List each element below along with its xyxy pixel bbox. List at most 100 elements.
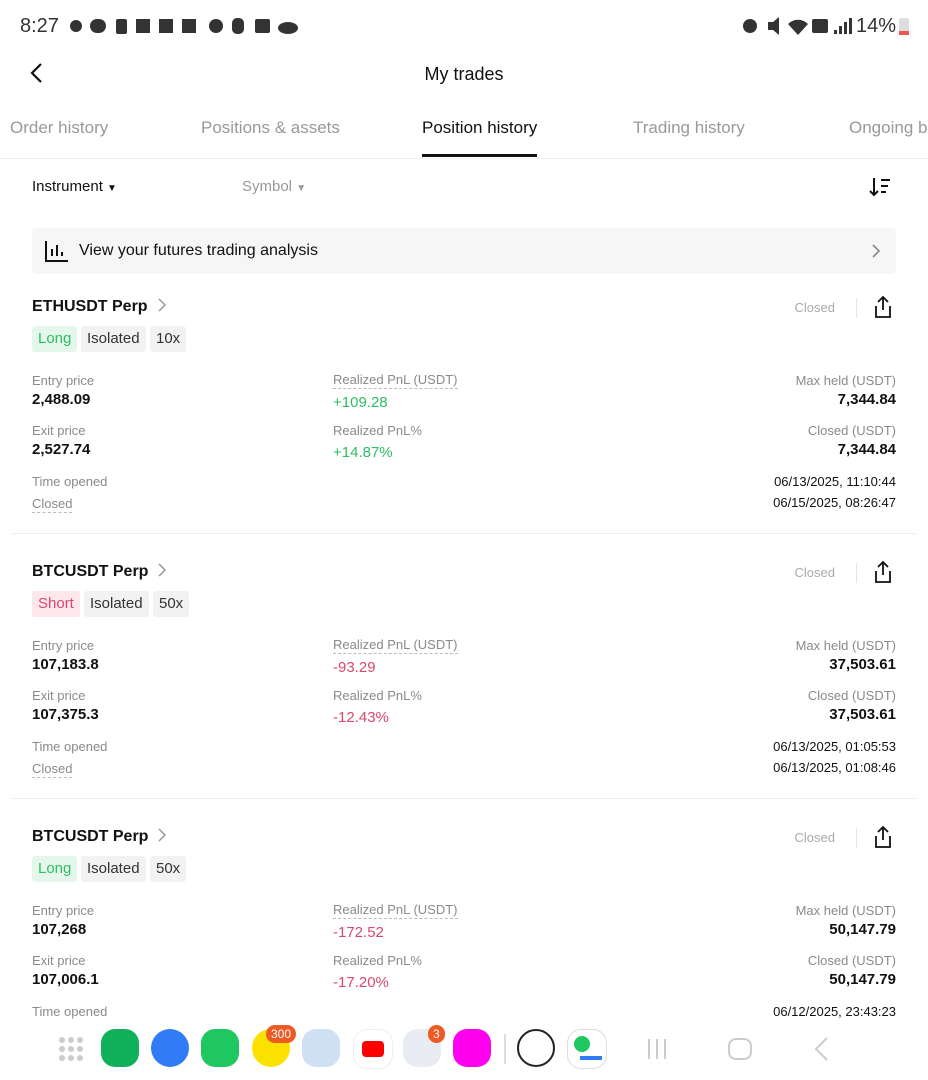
app-folder[interactable]	[302, 1029, 340, 1067]
chevron	[872, 244, 881, 258]
instrument-filter-label: Instrument	[32, 178, 103, 195]
time-opened: 06/13/2025, 11:10:44	[774, 474, 896, 489]
time-closed-label: Closed	[32, 761, 73, 778]
recents-button[interactable]	[645, 1037, 669, 1061]
page-title: My trades	[424, 64, 504, 84]
tab-bar: Order history Positions & assets Position …	[0, 112, 928, 159]
app-icon[interactable]	[353, 1029, 393, 1069]
exit-price: 107,006.1	[32, 971, 99, 988]
notification-badge: 300	[266, 1025, 297, 1043]
home-button[interactable]	[727, 1037, 753, 1061]
time-closed: 06/15/2025, 08:26:47	[773, 495, 896, 510]
max-held: 37,503.61	[829, 656, 896, 673]
entry-price-label: Entry price	[32, 373, 95, 388]
time-opened: 06/12/2025, 23:43:23	[773, 1004, 896, 1019]
time-closed: 06/13/2025, 01:08:46	[773, 760, 896, 775]
symbol-filter-label: Symbol	[242, 178, 293, 195]
tag-side: Long	[32, 856, 78, 882]
chart-icon	[45, 241, 68, 262]
entry-price: 2,488.09	[32, 391, 91, 408]
app-icon[interactable]	[567, 1029, 607, 1069]
battery-icon	[899, 18, 909, 35]
max-held-label: Max held (USDT)	[795, 373, 896, 388]
back-button[interactable]	[28, 62, 48, 84]
time-closed-label: Closed	[32, 496, 73, 513]
status: Closed	[794, 300, 835, 315]
symbol-chevron[interactable]	[157, 297, 167, 319]
instrument-filter[interactable]: Instrument ▼	[32, 178, 117, 195]
closed-value: 50,147.79	[829, 971, 896, 988]
entry-price-label: Entry price	[32, 638, 95, 653]
sort-button[interactable]	[868, 176, 892, 198]
tag-side: Long	[32, 326, 78, 352]
realized-pnl-label: Realized PnL (USDT)	[333, 637, 458, 654]
realized-pnl-pct-label: Realized PnL%	[333, 688, 422, 703]
symbol-filter[interactable]: Symbol ▼	[242, 178, 307, 195]
app-icon[interactable]	[101, 1029, 139, 1067]
notification-icons	[70, 18, 298, 34]
tab[interactable]: Ongoing b	[849, 118, 928, 137]
entry-price: 107,268	[32, 921, 87, 938]
closed-value-label: Closed (USDT)	[807, 423, 896, 438]
app-drawer[interactable]	[58, 1036, 84, 1062]
divider	[856, 828, 857, 848]
exit-price-label: Exit price	[32, 953, 86, 968]
entry-price: 107,183.8	[32, 656, 99, 673]
dock: 300 3	[0, 1020, 928, 1080]
back-nav-button[interactable]	[812, 1036, 830, 1062]
share-button[interactable]	[872, 560, 894, 590]
time-opened-label: Time opened	[32, 739, 108, 754]
share-button[interactable]	[872, 295, 894, 325]
analysis-banner[interactable]: View your futures trading analysis	[32, 228, 896, 274]
realized-pnl-label: Realized PnL (USDT)	[333, 902, 458, 919]
exit-price-label: Exit price	[32, 423, 86, 438]
entry-price-label: Entry price	[32, 903, 95, 918]
exit-price-label: Exit price	[32, 688, 86, 703]
app-icon[interactable]	[517, 1029, 555, 1067]
divider	[856, 563, 857, 583]
symbol[interactable]: ETHUSDT Perp	[32, 298, 148, 315]
tab[interactable]: Order history	[10, 118, 109, 137]
clock: 8:27	[20, 15, 59, 37]
tab[interactable]: Trading history	[633, 118, 745, 137]
realized-pnl-pct-label: Realized PnL%	[333, 423, 422, 438]
status: Closed	[794, 830, 835, 845]
app-icon[interactable]	[201, 1029, 239, 1067]
tab-indicator	[422, 154, 537, 157]
tag-side: Short	[32, 591, 80, 617]
status: Closed	[794, 565, 835, 580]
tab[interactable]: Positions & assets	[201, 118, 340, 137]
max-held-label: Max held (USDT)	[795, 638, 896, 653]
tag-leverage: 50x	[153, 591, 190, 617]
symbol[interactable]: BTCUSDT Perp	[32, 563, 149, 580]
tag-margin: Isolated	[84, 591, 149, 617]
symbol[interactable]: BTCUSDT Perp	[32, 828, 149, 845]
dock-divider	[504, 1034, 506, 1064]
tab[interactable]: Position history	[422, 118, 538, 137]
card-divider	[12, 798, 916, 799]
app-icon[interactable]	[453, 1029, 491, 1067]
max-held: 7,344.84	[837, 391, 896, 408]
realized-pnl-pct: -17.20%	[333, 974, 389, 991]
share-button[interactable]	[872, 825, 894, 855]
divider	[856, 298, 857, 318]
realized-pnl-pct-label: Realized PnL%	[333, 953, 422, 968]
symbol-chevron[interactable]	[157, 562, 167, 584]
app-icon[interactable]	[151, 1029, 189, 1067]
time-opened: 06/13/2025, 01:05:53	[773, 739, 896, 754]
tag-margin: Isolated	[81, 856, 146, 882]
card-divider	[12, 533, 916, 534]
realized-pnl-label: Realized PnL (USDT)	[333, 372, 458, 389]
symbol-chevron[interactable]	[157, 827, 167, 849]
closed-value: 7,344.84	[837, 441, 896, 458]
realized-pnl-pct: +14.87%	[333, 444, 393, 461]
time-opened-label: Time opened	[32, 1004, 108, 1019]
time-opened-label: Time opened	[32, 474, 108, 489]
tag-leverage: 10x	[150, 326, 187, 352]
battery-level: 14%	[856, 15, 897, 37]
closed-value: 37,503.61	[829, 706, 896, 723]
max-held: 50,147.79	[829, 921, 896, 938]
exit-price: 2,527.74	[32, 441, 91, 458]
realized-pnl: -172.52	[333, 924, 384, 941]
